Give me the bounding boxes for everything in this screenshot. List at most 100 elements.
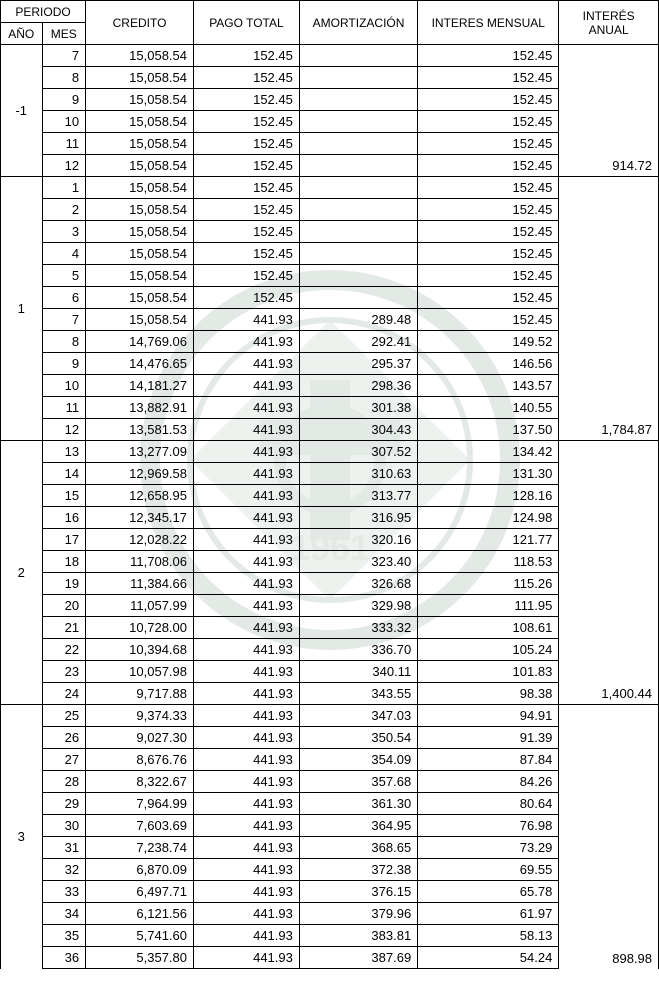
cell-interes-anual: 898.98	[559, 705, 659, 969]
cell-credito: 12,658.95	[86, 485, 194, 507]
cell-credito: 6,121.56	[86, 903, 194, 925]
cell-amortizacion: 295.37	[299, 353, 417, 375]
cell-pago: 441.93	[194, 485, 300, 507]
cell-interes-mensual: 91.39	[418, 727, 559, 749]
cell-pago: 441.93	[194, 441, 300, 463]
cell-amortizacion	[299, 243, 417, 265]
cell-interes-mensual: 73.29	[418, 837, 559, 859]
cell-pago: 441.93	[194, 705, 300, 727]
cell-credito: 13,277.09	[86, 441, 194, 463]
cell-interes-mensual: 143.57	[418, 375, 559, 397]
cell-pago: 152.45	[194, 111, 300, 133]
cell-interes-mensual: 87.84	[418, 749, 559, 771]
cell-amortizacion: 354.09	[299, 749, 417, 771]
cell-credito: 15,058.54	[86, 89, 194, 111]
amortization-table: PERIODO CREDITO PAGO TOTAL AMORTIZACIÓN …	[0, 0, 659, 969]
cell-interes-mensual: 124.98	[418, 507, 559, 529]
cell-mes: 15	[42, 485, 86, 507]
cell-mes: 30	[42, 815, 86, 837]
cell-credito: 15,058.54	[86, 45, 194, 67]
cell-pago: 441.93	[194, 529, 300, 551]
cell-credito: 14,769.06	[86, 331, 194, 353]
cell-pago: 152.45	[194, 133, 300, 155]
cell-amortizacion: 376.15	[299, 881, 417, 903]
cell-mes: 23	[42, 661, 86, 683]
header-periodo: PERIODO	[1, 1, 86, 23]
cell-amortizacion	[299, 67, 417, 89]
cell-pago: 152.45	[194, 221, 300, 243]
table-row: 21313,277.09441.93307.52134.421,400.44	[1, 441, 659, 463]
cell-interes-mensual: 152.45	[418, 243, 559, 265]
cell-pago: 441.93	[194, 507, 300, 529]
cell-amortizacion	[299, 177, 417, 199]
cell-interes-mensual: 58.13	[418, 925, 559, 947]
cell-credito: 15,058.54	[86, 133, 194, 155]
cell-amortizacion	[299, 265, 417, 287]
cell-credito: 11,057.99	[86, 595, 194, 617]
cell-mes: 33	[42, 881, 86, 903]
cell-mes: 9	[42, 89, 86, 111]
cell-pago: 441.93	[194, 837, 300, 859]
cell-amortizacion	[299, 221, 417, 243]
cell-amortizacion: 387.69	[299, 947, 417, 969]
cell-credito: 11,708.06	[86, 551, 194, 573]
cell-amortizacion: 383.81	[299, 925, 417, 947]
cell-credito: 15,058.54	[86, 177, 194, 199]
cell-credito: 15,058.54	[86, 309, 194, 331]
table-row: 1115,058.54152.45152.451,784.87	[1, 177, 659, 199]
cell-interes-mensual: 80.64	[418, 793, 559, 815]
cell-pago: 152.45	[194, 199, 300, 221]
cell-credito: 15,058.54	[86, 199, 194, 221]
cell-pago: 152.45	[194, 67, 300, 89]
cell-credito: 15,058.54	[86, 287, 194, 309]
cell-pago: 152.45	[194, 177, 300, 199]
cell-interes-mensual: 101.83	[418, 661, 559, 683]
cell-credito: 15,058.54	[86, 155, 194, 177]
cell-mes: 21	[42, 617, 86, 639]
cell-amortizacion	[299, 155, 417, 177]
cell-interes-mensual: 152.45	[418, 67, 559, 89]
cell-credito: 11,384.66	[86, 573, 194, 595]
cell-amortizacion: 289.48	[299, 309, 417, 331]
cell-pago: 441.93	[194, 903, 300, 925]
cell-mes: 32	[42, 859, 86, 881]
cell-pago: 441.93	[194, 859, 300, 881]
cell-amortizacion: 326.68	[299, 573, 417, 595]
cell-interes-mensual: 111.95	[418, 595, 559, 617]
cell-amortizacion: 320.16	[299, 529, 417, 551]
cell-amortizacion: 292.41	[299, 331, 417, 353]
cell-amortizacion: 368.65	[299, 837, 417, 859]
cell-amortizacion: 304.43	[299, 419, 417, 441]
cell-amortizacion: 298.36	[299, 375, 417, 397]
table-row: -1715,058.54152.45152.45914.72	[1, 45, 659, 67]
cell-pago: 152.45	[194, 265, 300, 287]
cell-amortizacion: 313.77	[299, 485, 417, 507]
cell-amortizacion	[299, 199, 417, 221]
cell-pago: 152.45	[194, 287, 300, 309]
cell-pago: 441.93	[194, 683, 300, 705]
cell-amortizacion: 361.30	[299, 793, 417, 815]
table-row: 3259,374.33441.93347.0394.91898.98	[1, 705, 659, 727]
cell-credito: 7,964.99	[86, 793, 194, 815]
cell-credito: 12,345.17	[86, 507, 194, 529]
cell-interes-mensual: 152.45	[418, 177, 559, 199]
cell-credito: 15,058.54	[86, 67, 194, 89]
cell-mes: 24	[42, 683, 86, 705]
header-pago-total: PAGO TOTAL	[194, 1, 300, 45]
cell-interes-anual: 914.72	[559, 45, 659, 177]
cell-interes-mensual: 61.97	[418, 903, 559, 925]
cell-mes: 4	[42, 243, 86, 265]
cell-pago: 441.93	[194, 881, 300, 903]
cell-mes: 2	[42, 199, 86, 221]
cell-pago: 152.45	[194, 45, 300, 67]
cell-pago: 152.45	[194, 155, 300, 177]
cell-mes: 17	[42, 529, 86, 551]
cell-amortizacion	[299, 111, 417, 133]
cell-credito: 15,058.54	[86, 111, 194, 133]
cell-amortizacion: 333.32	[299, 617, 417, 639]
cell-interes-mensual: 105.24	[418, 639, 559, 661]
cell-mes: 16	[42, 507, 86, 529]
cell-credito: 10,057.98	[86, 661, 194, 683]
cell-interes-mensual: 94.91	[418, 705, 559, 727]
cell-interes-mensual: 128.16	[418, 485, 559, 507]
